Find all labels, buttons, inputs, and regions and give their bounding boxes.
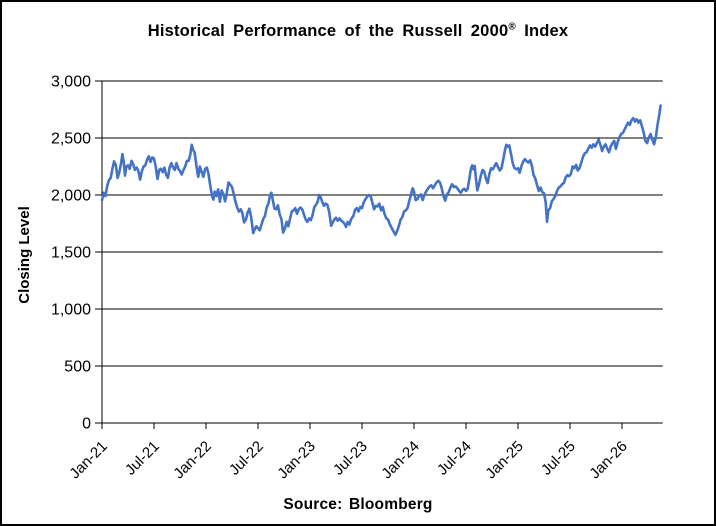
x-tick-label: Jan-22 xyxy=(170,438,214,482)
y-tick-label: 2,500 xyxy=(51,131,91,148)
y-tick-label: 500 xyxy=(64,359,91,376)
series-line-russell-2000 xyxy=(100,104,662,237)
x-tick-label: Jul-24 xyxy=(434,438,475,479)
y-axis-title: Closing Level xyxy=(16,206,33,304)
y-tick-label: 2,000 xyxy=(51,188,91,205)
x-tick-label: Jul-23 xyxy=(330,438,371,479)
chart-title: Historical Performance of the Russell 20… xyxy=(2,22,714,41)
y-tick-label: 1,500 xyxy=(51,245,91,262)
chart-title-tail: Index xyxy=(515,22,569,40)
registered-trademark-symbol: ® xyxy=(508,21,516,33)
x-tick-label: Jan-26 xyxy=(586,438,630,482)
y-tick-label: 1,000 xyxy=(51,302,91,319)
x-tick-label: Jul-22 xyxy=(226,438,267,479)
x-tick-label: Jan-23 xyxy=(274,438,318,482)
source-label: Source: Bloomberg xyxy=(283,496,433,513)
y-tick-label: 3,000 xyxy=(51,74,91,91)
x-tick-label: Jan-21 xyxy=(66,438,110,482)
x-tick-label: Jul-21 xyxy=(122,438,163,479)
x-tick-label: Jul-25 xyxy=(538,438,579,479)
x-tick-label: Jan-25 xyxy=(482,438,526,482)
y-tick-label: 0 xyxy=(82,416,91,433)
chart-title-text: Historical Performance of the Russell 20… xyxy=(147,22,509,40)
chart-generated-layer: 0 500 1,000 1,500 2,000 2,500 3,000 Jan-21 Jul-2… xyxy=(51,74,663,482)
x-tick-label: Jan-24 xyxy=(378,438,422,482)
